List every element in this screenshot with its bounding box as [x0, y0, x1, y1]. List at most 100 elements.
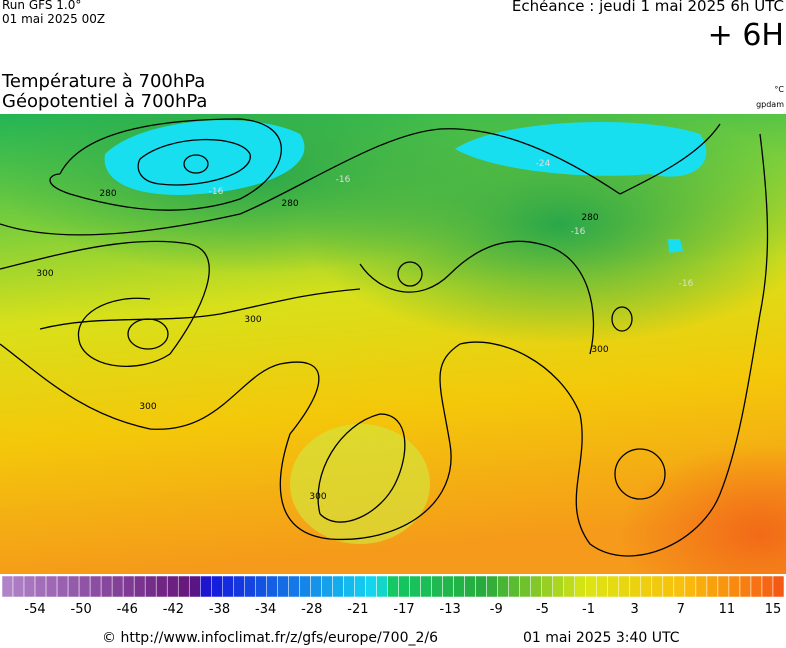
scale-label: -21 [347, 602, 368, 615]
scale-cell [222, 575, 234, 598]
scale-cell [629, 575, 642, 598]
scale-cell [453, 575, 465, 598]
scale-cell [607, 575, 620, 598]
scale-cell [45, 575, 58, 598]
scale-cell [177, 575, 190, 598]
scale-cell [530, 575, 542, 598]
scale-cell [12, 575, 25, 598]
scale-cell [574, 575, 586, 598]
contour-label: 300 [139, 402, 156, 412]
scale-cell [552, 575, 564, 598]
scale-cell [398, 575, 410, 598]
scale-cell [244, 575, 256, 598]
scale-cell [299, 575, 311, 598]
scale-cell [1, 575, 14, 598]
scale-cell [343, 575, 355, 598]
contour-label: -16 [209, 187, 224, 197]
scale-cell [365, 575, 377, 598]
scale-cell [144, 575, 157, 598]
scale-cell [332, 575, 344, 598]
scale-cell [750, 575, 763, 598]
contour-labels: 280 280 280 300 300 300 300 300 -16 -16 -16 -16 -24 [36, 159, 693, 502]
scale-cell [67, 575, 80, 598]
scale-label: 7 [677, 602, 685, 615]
scale-label: 11 [719, 602, 736, 615]
scale-cell [288, 575, 300, 598]
scale-cell [585, 575, 598, 598]
title-temperature: Température à 700hPa [2, 71, 206, 92]
scale-cell [122, 575, 135, 598]
temp-unit: °C [774, 85, 784, 94]
scale-cell [420, 575, 432, 598]
scale-label: -46 [117, 602, 138, 615]
warm-area [620, 444, 786, 574]
scale-cell [56, 575, 69, 598]
scale-label: -17 [393, 602, 414, 615]
scale-cell [563, 575, 575, 598]
contour-label: 300 [36, 269, 53, 279]
generated-time: 01 mai 2025 3:40 UTC [523, 630, 680, 646]
scale-cell [706, 575, 719, 598]
geo-unit: gpdam [756, 100, 784, 109]
scale-cell [155, 575, 168, 598]
scale-cell [354, 575, 366, 598]
contour-label: -16 [679, 279, 694, 289]
scale-cell [111, 575, 124, 598]
scale-label: 3 [630, 602, 638, 615]
run-label: Run GFS 1.0° [2, 0, 82, 12]
contour-label: 300 [309, 492, 326, 502]
scale-cell [409, 575, 421, 598]
scale-cell [321, 575, 333, 598]
scale-cell [211, 575, 223, 598]
scale-label: -54 [24, 602, 45, 615]
contour-label: 280 [281, 199, 298, 209]
contours [0, 118, 769, 557]
scale-cell [431, 575, 443, 598]
scale-label: -50 [71, 602, 92, 615]
scale-cell [23, 575, 36, 598]
scale-cell [277, 575, 289, 598]
scale-cell [761, 575, 774, 598]
cold-core [668, 239, 683, 253]
scale-label: -9 [490, 602, 503, 615]
contour-label: -16 [336, 175, 351, 185]
scale-cell [78, 575, 91, 598]
contour-label: -24 [536, 159, 551, 169]
scale-cell [188, 575, 201, 598]
contour-label: -16 [571, 227, 586, 237]
title-geopotential: Géopotentiel à 700hPa [2, 91, 208, 112]
scale-label: 15 [765, 602, 782, 615]
scale-label: -5 [536, 602, 549, 615]
contour-label: 280 [581, 213, 598, 223]
scale-cell [739, 575, 752, 598]
scale-cell [684, 575, 697, 598]
scale-cell [310, 575, 322, 598]
scale-cell [486, 575, 498, 598]
contour-label: 300 [591, 345, 608, 355]
scale-label: -28 [301, 602, 322, 615]
scale-cell [200, 575, 212, 598]
scale-cell [772, 575, 785, 598]
scale-cell [34, 575, 47, 598]
scale-label: -38 [209, 602, 230, 615]
map: 280 280 280 300 300 300 300 300 -16 -16 -16 -16 -24 [0, 114, 786, 574]
scale-cell [376, 575, 388, 598]
scale-cell [133, 575, 146, 598]
scale-cell [662, 575, 675, 598]
contour-label: 300 [244, 315, 261, 325]
warm-area [290, 424, 430, 544]
lead-time: + 6H [707, 18, 784, 53]
scale-label: -13 [440, 602, 461, 615]
scale-cell [497, 575, 509, 598]
scale-cell [464, 575, 476, 598]
scale-label: -1 [582, 602, 595, 615]
scale-cell [640, 575, 653, 598]
scale-cell [266, 575, 278, 598]
scale-cell [673, 575, 686, 598]
scale-cell [233, 575, 245, 598]
scale-cell [618, 575, 631, 598]
contour-label: 280 [99, 189, 116, 199]
scale-cell [100, 575, 113, 598]
forecast-time: Echéance : jeudi 1 mai 2025 6h UTC [511, 0, 784, 15]
